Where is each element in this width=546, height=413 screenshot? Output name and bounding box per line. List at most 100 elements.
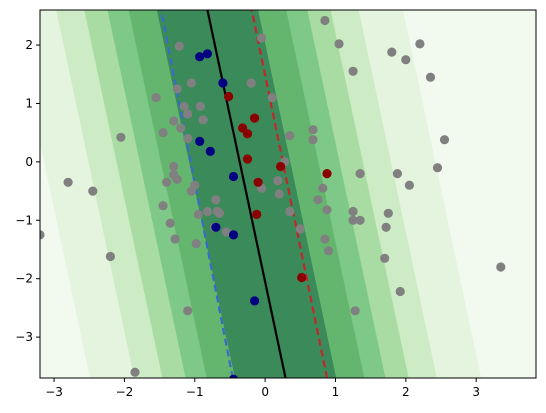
point-series0-3 (105, 251, 115, 262)
y-tick-label: −2 (15, 272, 33, 286)
point-series0-65 (392, 169, 402, 179)
point-series1-2 (218, 78, 228, 88)
point-series0-71 (432, 163, 443, 173)
point-series0-54 (334, 39, 344, 49)
point-series0-9 (162, 177, 172, 187)
point-series0-0 (40, 230, 45, 240)
point-series0-39 (267, 93, 277, 103)
point-series0-2 (88, 186, 98, 196)
point-series0-30 (202, 206, 212, 217)
point-series0-68 (404, 180, 414, 190)
point-series1-6 (211, 222, 221, 232)
point-series0-34 (214, 208, 224, 218)
point-series0-8 (158, 201, 168, 211)
y-tick-label: −3 (15, 330, 33, 344)
point-series0-22 (186, 78, 196, 88)
point-series2-0 (224, 91, 234, 102)
point-series0-24 (183, 306, 193, 316)
point-series0-18 (176, 123, 186, 133)
point-series0-50 (322, 205, 332, 215)
point-series0-16 (172, 84, 182, 94)
point-series0-64 (387, 47, 397, 57)
point-series0-45 (295, 224, 305, 234)
point-series0-29 (198, 115, 208, 125)
point-series0-26 (191, 239, 201, 249)
point-series0-52 (323, 246, 334, 256)
y-axis: −3 −2 −1 0 1 2 (15, 38, 40, 344)
point-series0-40 (273, 176, 283, 186)
point-series0-19 (179, 101, 189, 111)
point-series0-5 (130, 367, 140, 377)
point-series2-1 (250, 113, 260, 123)
point-series0-43 (285, 206, 295, 217)
y-tick-label: 0 (25, 155, 33, 169)
x-axis: −3 −2 −1 0 1 2 3 (45, 378, 480, 399)
point-series0-13 (170, 234, 180, 244)
point-series1-8 (250, 296, 260, 306)
point-series0-17 (174, 41, 184, 51)
x-tick-label: −1 (186, 385, 204, 399)
x-tick-label: −2 (116, 385, 134, 399)
point-series1-0 (195, 52, 205, 62)
point-series0-66 (395, 286, 405, 297)
point-series2-6 (252, 209, 262, 219)
point-series0-1 (63, 177, 73, 187)
point-series1-4 (205, 146, 215, 156)
y-tick-label: 1 (25, 96, 33, 110)
point-series0-73 (496, 262, 506, 272)
decision-boundary-line (206, 10, 287, 378)
point-series0-31 (211, 195, 221, 205)
point-series0-57 (348, 215, 358, 225)
point-series0-28 (195, 101, 205, 111)
point-series0-48 (313, 195, 323, 205)
point-series0-49 (318, 183, 328, 193)
point-series1-1 (202, 49, 212, 59)
x-tick-label: 2 (402, 385, 410, 399)
point-series0-63 (383, 208, 393, 218)
point-series2-7 (276, 161, 286, 172)
point-series0-69 (415, 39, 425, 49)
point-series0-14 (172, 174, 182, 184)
point-series1-3 (195, 136, 205, 146)
plot-frame (39, 9, 537, 379)
decision-function-contours (40, 10, 536, 378)
x-tick-label: 1 (332, 385, 340, 399)
point-series0-47 (308, 135, 318, 145)
point-series0-55 (348, 66, 358, 76)
point-series0-21 (183, 109, 193, 119)
point-series0-4 (116, 132, 126, 142)
point-series2-5 (253, 177, 263, 187)
point-series0-67 (401, 55, 411, 65)
point-series1-9 (229, 374, 238, 378)
point-series0-62 (381, 222, 391, 232)
y-tick-label: −1 (15, 213, 33, 227)
point-series0-7 (158, 128, 168, 138)
margin-line-negative (159, 10, 234, 378)
point-series0-6 (151, 93, 161, 103)
point-series0-70 (425, 72, 436, 82)
boundary-lines (159, 10, 329, 378)
x-tick-label: −3 (45, 385, 63, 399)
point-series0-41 (274, 189, 284, 199)
point-series0-60 (355, 169, 365, 179)
x-tick-label: 0 (261, 385, 269, 399)
point-series0-61 (380, 253, 390, 263)
point-series0-10 (165, 218, 175, 228)
point-series0-46 (308, 125, 318, 135)
point-series0-11 (169, 161, 179, 172)
point-series0-58 (350, 306, 360, 316)
data-points (40, 15, 506, 378)
point-series0-35 (221, 227, 231, 237)
point-series0-37 (257, 33, 267, 43)
point-series2-4 (242, 154, 253, 164)
point-series1-5 (228, 171, 239, 182)
point-series0-36 (246, 78, 256, 88)
point-series0-51 (320, 234, 330, 244)
point-series0-59 (355, 215, 365, 225)
point-series2-3 (242, 129, 253, 139)
point-series0-20 (183, 133, 193, 144)
point-series1-7 (228, 230, 239, 240)
point-series2-9 (297, 272, 307, 283)
margin-line-positive (250, 10, 329, 378)
point-series2-8 (322, 169, 332, 179)
